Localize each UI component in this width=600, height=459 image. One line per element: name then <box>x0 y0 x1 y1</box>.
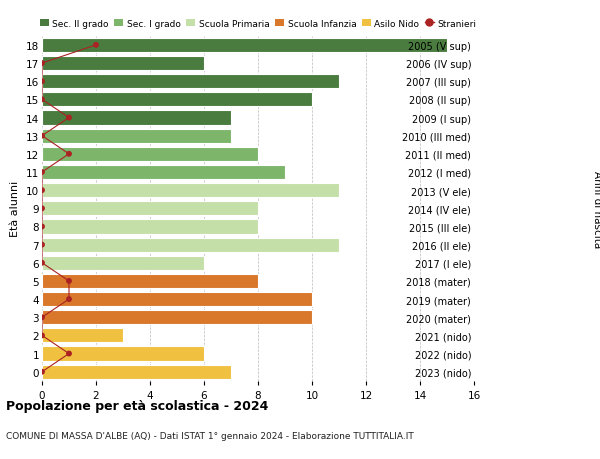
Bar <box>42 292 312 307</box>
Point <box>37 241 47 249</box>
Point <box>37 96 47 104</box>
Text: Popolazione per età scolastica - 2024: Popolazione per età scolastica - 2024 <box>6 399 268 412</box>
Point <box>91 42 101 50</box>
Point <box>37 223 47 230</box>
Bar <box>42 238 339 252</box>
Legend: Sec. II grado, Sec. I grado, Scuola Primaria, Scuola Infanzia, Asilo Nido, Stran: Sec. II grado, Sec. I grado, Scuola Prim… <box>40 20 476 29</box>
Bar <box>42 365 231 379</box>
Bar <box>42 347 204 361</box>
Bar <box>42 111 231 125</box>
Point <box>37 368 47 375</box>
Point <box>64 278 74 285</box>
Bar <box>42 57 204 71</box>
Bar <box>42 202 258 216</box>
Text: Anni di nascita: Anni di nascita <box>592 170 600 247</box>
Bar <box>42 39 447 53</box>
Point <box>64 350 74 358</box>
Point <box>37 187 47 195</box>
Bar <box>42 329 123 343</box>
Point <box>64 115 74 122</box>
Bar <box>42 184 339 198</box>
Point <box>37 133 47 140</box>
Bar <box>42 93 312 107</box>
Text: COMUNE DI MASSA D'ALBE (AQ) - Dati ISTAT 1° gennaio 2024 - Elaborazione TUTTITAL: COMUNE DI MASSA D'ALBE (AQ) - Dati ISTAT… <box>6 431 414 441</box>
Bar <box>42 166 285 179</box>
Point <box>37 332 47 339</box>
Bar <box>42 310 312 325</box>
Bar <box>42 274 258 288</box>
Point <box>37 60 47 67</box>
Point <box>64 296 74 303</box>
Bar <box>42 129 231 143</box>
Point <box>37 205 47 213</box>
Point <box>37 314 47 321</box>
Point <box>37 259 47 267</box>
Bar <box>42 256 204 270</box>
Point <box>37 78 47 86</box>
Point <box>64 151 74 158</box>
Bar <box>42 75 339 89</box>
Y-axis label: Età alunni: Età alunni <box>10 181 20 237</box>
Point <box>37 169 47 176</box>
Bar <box>42 147 258 162</box>
Bar <box>42 220 258 234</box>
